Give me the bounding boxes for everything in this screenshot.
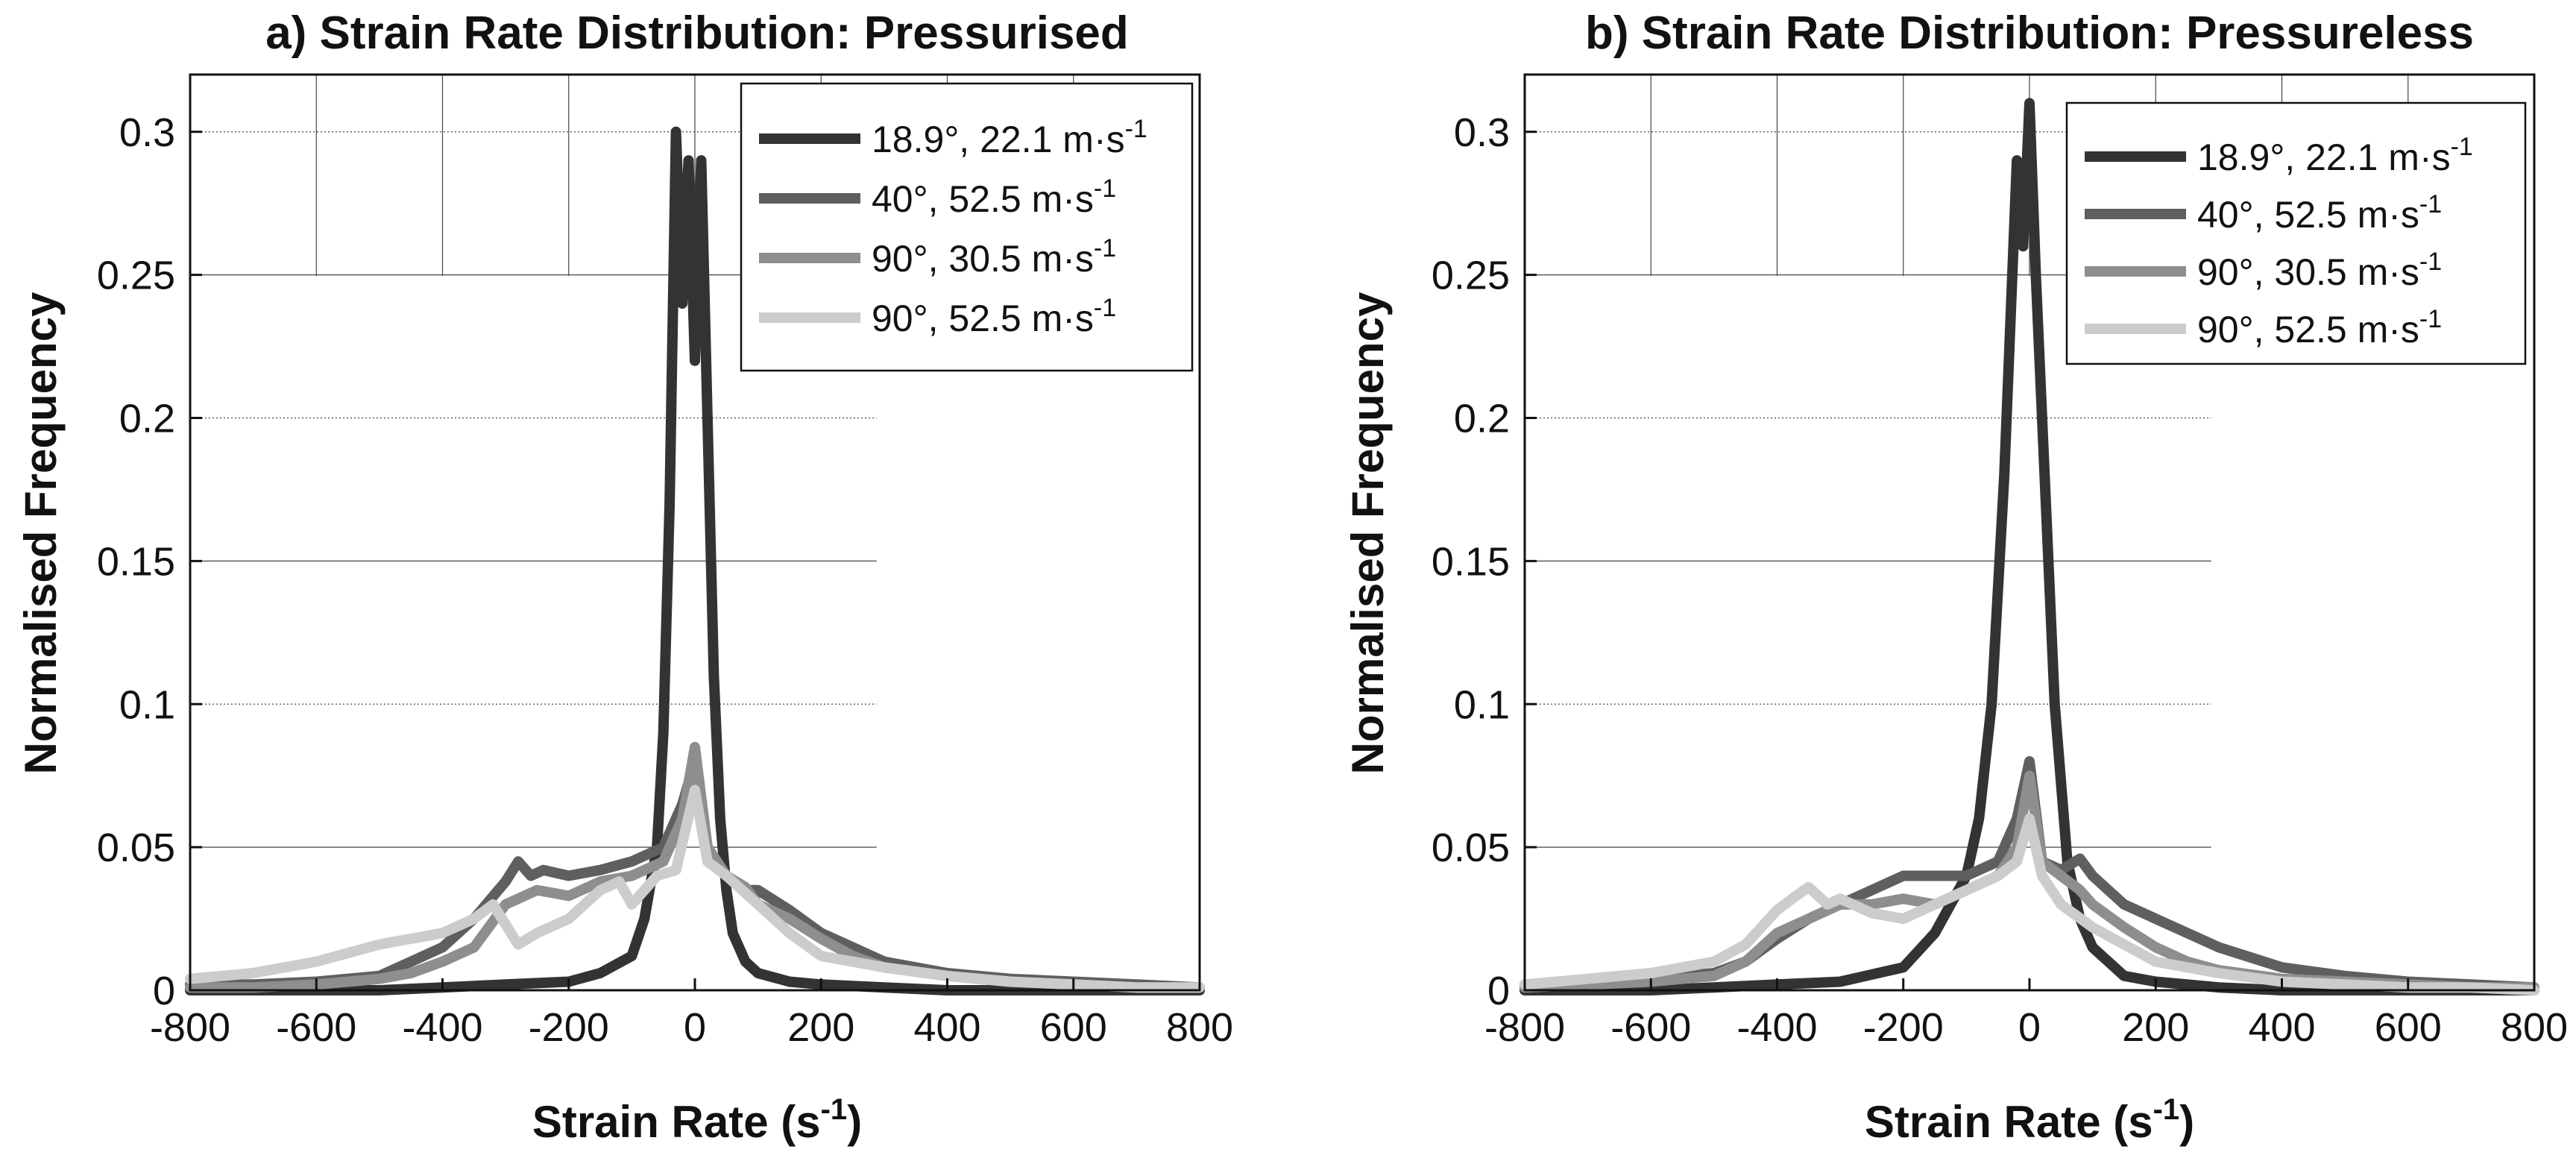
x-axis-label-sup-b: -1 xyxy=(2153,1093,2180,1126)
x-axis-label-main-a: Strain Rate (s xyxy=(532,1097,821,1147)
x-tick-label-a: -200 xyxy=(529,1005,609,1050)
x-axis-label-a: Strain Rate (s-1) xyxy=(532,1093,862,1147)
legend-entries-b: 18.9°, 22.1 m·s-1 40°, 52.5 m·s-1 90°, 30.… xyxy=(2085,133,2473,350)
y-tick-labels-a: 0 0.05 0.1 0.15 0.2 0.25 0.3 xyxy=(97,110,202,1013)
y-tick-label-b: 0.15 xyxy=(1432,539,1510,584)
y-tick-label-a: 0.2 xyxy=(119,397,175,441)
series-line-a-4 xyxy=(185,784,1205,993)
x-tick-label-b: -200 xyxy=(1863,1005,1944,1050)
x-tick-label-b: -400 xyxy=(1736,1005,1817,1050)
series-line-b-1 xyxy=(1520,98,2539,995)
x-axis-label-end-b: ) xyxy=(2179,1097,2194,1147)
x-tick-label-b: 0 xyxy=(2018,1005,2041,1050)
y-tick-label-a: 0.1 xyxy=(119,682,175,727)
series-line-a-1 xyxy=(185,126,1205,995)
x-tick-label-a: 800 xyxy=(1166,1005,1233,1050)
y-tick-label-a: 0.15 xyxy=(97,539,175,584)
legend-a: 18.9°, 22.1 m·s-1 40°, 52.5 m·s-1 90°, 30.… xyxy=(740,82,1194,372)
x-tick-label-a: 400 xyxy=(913,1005,980,1050)
y-tick-label-a: 0.3 xyxy=(119,110,175,155)
x-tick-label-b: 600 xyxy=(2375,1005,2442,1050)
y-tick-label-a: 0 xyxy=(153,969,175,1013)
y-tick-label-b: 0.3 xyxy=(1454,110,1510,155)
chart-title-a: a) Strain Rate Distribution: Pressurised xyxy=(265,7,1129,59)
y-tick-label-b: 0.2 xyxy=(1454,397,1510,441)
y-axis-label-a: Normalised Frequency xyxy=(16,292,66,775)
legend-label-a-1: 18.9°, 22.1 m·s-1 xyxy=(872,115,1147,160)
legend-label-b-4: 90°, 52.5 m·s-1 xyxy=(2197,305,2442,350)
x-tick-label-b: -600 xyxy=(1610,1005,1691,1050)
x-tick-label-a: -600 xyxy=(276,1005,356,1050)
legend-label-b-2: 40°, 52.5 m·s-1 xyxy=(2197,190,2442,236)
legend-b: 18.9°, 22.1 m·s-1 40°, 52.5 m·s-1 90°, 30.… xyxy=(2065,101,2527,365)
x-tick-labels-b: -800 -600 -400 -200 0 200 400 600 800 xyxy=(1484,978,2568,1050)
series-group-a xyxy=(185,126,1205,995)
grid-lines-b xyxy=(1525,75,2409,848)
x-tick-label-a: -800 xyxy=(150,1005,230,1050)
chart-title-b: b) Strain Rate Distribution: Pressureles… xyxy=(1585,7,2474,59)
x-axis-label-main-b: Strain Rate (s xyxy=(1865,1097,2153,1147)
y-tick-label-b: 0.05 xyxy=(1432,825,1510,870)
x-tick-labels-a: -800 -600 -400 -200 0 200 400 600 800 xyxy=(150,978,1233,1050)
x-tick-label-b: -800 xyxy=(1484,1005,1565,1050)
x-axis-label-sup-a: -1 xyxy=(821,1093,848,1126)
legend-label-b-1: 18.9°, 22.1 m·s-1 xyxy=(2197,133,2473,178)
y-tick-label-b: 0 xyxy=(1487,969,1510,1013)
legend-entries-a: 18.9°, 22.1 m·s-1 40°, 52.5 m·s-1 90°, 30.… xyxy=(759,115,1147,339)
x-tick-label-a: -400 xyxy=(402,1005,482,1050)
x-tick-label-a: 200 xyxy=(787,1005,854,1050)
legend-label-a-2: 40°, 52.5 m·s-1 xyxy=(872,174,1116,220)
x-tick-label-b: 400 xyxy=(2248,1005,2315,1050)
x-axis-label-end-a: ) xyxy=(847,1097,862,1147)
y-tick-labels-b: 0 0.05 0.1 0.15 0.2 0.25 0.3 xyxy=(1432,110,1537,1013)
y-tick-label-a: 0.25 xyxy=(97,254,175,298)
x-tick-label-b: 200 xyxy=(2122,1005,2189,1050)
y-tick-label-b: 0.25 xyxy=(1432,254,1510,298)
x-axis-label-b: Strain Rate (s-1) xyxy=(1865,1093,2194,1147)
chart-panel-a: -800 -600 -400 -200 0 200 400 600 800 0 0.05 0.1 0.… xyxy=(16,7,1233,1147)
x-tick-label-b: 800 xyxy=(2501,1005,2568,1050)
y-tick-label-b: 0.1 xyxy=(1454,682,1510,727)
chart-panel-b: -800 -600 -400 -200 0 200 400 600 800 0 0.05 0.1 0.… xyxy=(1343,7,2568,1147)
series-line-b-4 xyxy=(1520,813,2539,995)
x-tick-label-a: 0 xyxy=(684,1005,706,1050)
legend-label-b-3: 90°, 30.5 m·s-1 xyxy=(2197,248,2442,293)
legend-label-a-3: 90°, 30.5 m·s-1 xyxy=(872,234,1116,280)
series-group-b xyxy=(1520,98,2539,995)
y-tick-label-a: 0.05 xyxy=(97,825,175,870)
x-tick-label-a: 600 xyxy=(1040,1005,1107,1050)
y-axis-label-b: Normalised Frequency xyxy=(1343,292,1393,775)
legend-box-b xyxy=(2065,101,2527,365)
legend-label-a-4: 90°, 52.5 m·s-1 xyxy=(872,294,1116,339)
